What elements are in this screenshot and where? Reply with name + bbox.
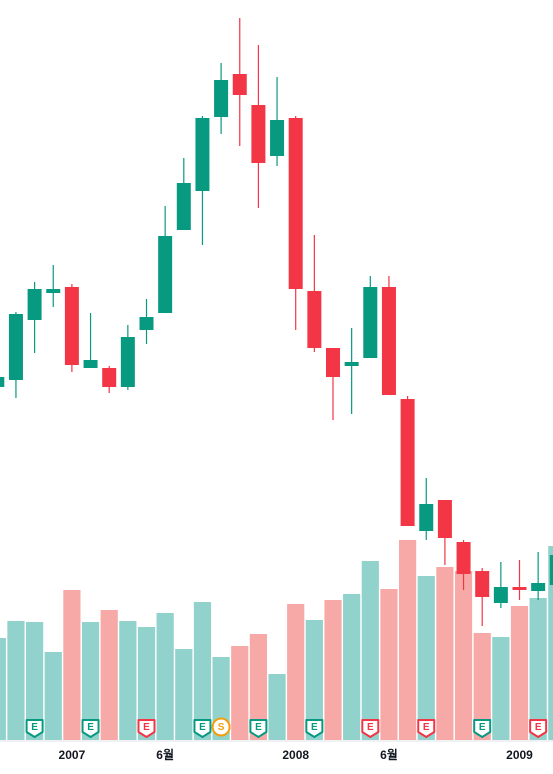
candle-body (120, 337, 135, 387)
candle-body (46, 289, 61, 293)
volume-bar (156, 613, 174, 740)
volume-bar (380, 589, 398, 740)
volume-bar (361, 561, 379, 740)
volume-bar (175, 649, 193, 740)
candle-body (176, 183, 191, 230)
volume-bar (268, 674, 286, 740)
candle-body (64, 287, 79, 365)
candle-body (512, 587, 527, 590)
event-label: E (367, 722, 374, 733)
event-label: E (31, 722, 38, 733)
volume-bar (137, 627, 156, 740)
event-label: E (199, 722, 206, 733)
event-label: E (143, 722, 150, 733)
event-badge (529, 719, 548, 738)
event-badge (249, 719, 268, 738)
event-label: E (255, 722, 262, 733)
volume-bar (436, 567, 454, 740)
candle-body (232, 74, 247, 95)
volume-bar (324, 600, 342, 740)
event-label: E (423, 722, 430, 733)
candle-body (381, 287, 396, 395)
candle-body (139, 317, 154, 330)
candle-body (475, 571, 490, 597)
event-badge (417, 719, 436, 738)
candle-body (214, 80, 229, 117)
volume-bar (454, 571, 473, 740)
volume-bar (343, 594, 361, 740)
event-label: E (87, 722, 94, 733)
candle-body (158, 236, 173, 313)
volume-bar (44, 652, 62, 740)
x-tick-label: 2007 (59, 748, 86, 762)
volume-bar (510, 606, 529, 740)
candle-body (531, 583, 546, 591)
candle-body (363, 287, 378, 358)
volume-bar (473, 633, 491, 740)
candle-body (83, 360, 98, 368)
volume-bar (529, 598, 547, 740)
event-badge (81, 719, 100, 738)
volume-bar (492, 637, 510, 740)
event-badge (361, 719, 380, 738)
volume-bar (287, 604, 305, 740)
candle-body (456, 542, 471, 574)
volume-bar (249, 634, 267, 740)
volume-bar (119, 621, 137, 740)
event-badge (25, 719, 44, 738)
event-badge (473, 719, 492, 738)
volume-bar (63, 590, 81, 740)
volume-bar (81, 622, 100, 740)
candle-body (419, 504, 434, 531)
x-tick-label: 2009 (506, 748, 533, 762)
candle-body (400, 399, 415, 526)
event-label: E (535, 722, 542, 733)
x-tick-label: 6월 (380, 747, 398, 762)
candle-body (326, 348, 340, 377)
volume-bar (0, 638, 6, 740)
candle-body (493, 587, 508, 603)
candle-body (344, 362, 359, 366)
event-badge (193, 719, 212, 738)
candle-body (27, 289, 42, 320)
candle-body (195, 118, 210, 191)
candle-body (288, 118, 303, 289)
event-label: E (479, 722, 486, 733)
volume-bar (548, 546, 553, 740)
event-badge (305, 719, 324, 738)
candle-body (549, 555, 553, 585)
candle-body (102, 368, 117, 387)
candle-body (307, 291, 322, 348)
volume-bar (417, 576, 435, 740)
candle-body (251, 105, 266, 163)
event-label: E (311, 722, 318, 733)
volume-bar (399, 540, 417, 740)
volume-bar (7, 621, 25, 740)
candle-body (0, 377, 5, 387)
volume-bar (100, 610, 118, 740)
event-badge (137, 719, 156, 738)
volume-bar (193, 602, 212, 740)
x-tick-label: 2008 (282, 748, 309, 762)
volume-bar (26, 622, 44, 740)
volume-bar (231, 646, 249, 740)
candle-body (437, 500, 452, 538)
x-tick-label: 6월 (156, 747, 174, 762)
candle-body (270, 120, 285, 156)
event-label: S (218, 722, 225, 733)
candle-body (8, 314, 23, 380)
event-badge (211, 717, 231, 737)
volume-bar (305, 620, 323, 740)
